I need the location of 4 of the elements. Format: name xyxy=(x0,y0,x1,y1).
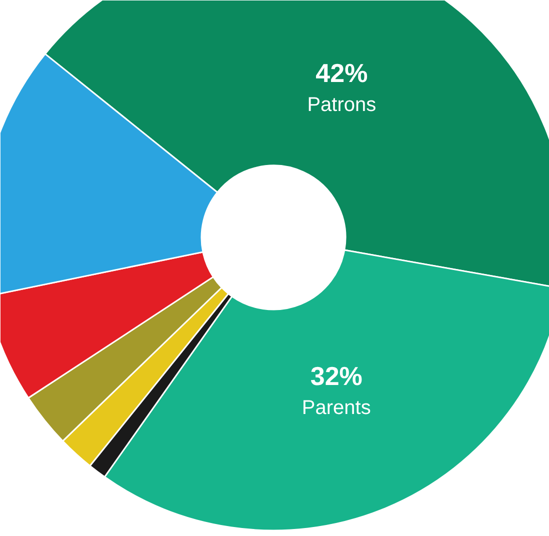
data-label: 42% xyxy=(316,58,368,88)
slice-label: Patrons xyxy=(307,94,376,116)
slice-label: Parents xyxy=(302,397,371,420)
data-label: 32% xyxy=(310,361,362,392)
